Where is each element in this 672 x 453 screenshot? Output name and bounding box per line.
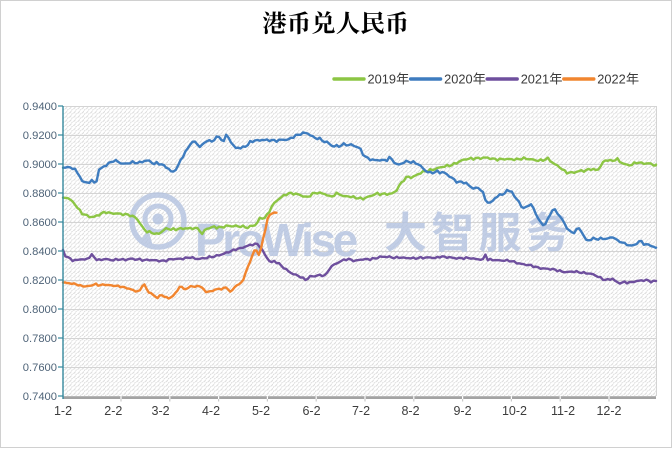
svg-text:3-2: 3-2 <box>152 404 170 418</box>
svg-text:5-2: 5-2 <box>252 404 270 418</box>
svg-text:2019: 2019 <box>368 72 396 87</box>
svg-text:0.8800: 0.8800 <box>23 188 57 200</box>
svg-text:2-2: 2-2 <box>104 404 122 418</box>
svg-text:4-2: 4-2 <box>202 404 220 418</box>
svg-text:7-2: 7-2 <box>352 404 370 418</box>
svg-text:11-2: 11-2 <box>551 404 575 418</box>
svg-text:0.7600: 0.7600 <box>23 362 57 374</box>
svg-text:0.8600: 0.8600 <box>23 217 57 229</box>
svg-text:ProWise: ProWise <box>195 214 358 266</box>
svg-text:12-2: 12-2 <box>596 404 621 418</box>
svg-text:0.8000: 0.8000 <box>23 304 57 316</box>
svg-text:0.9400: 0.9400 <box>23 101 57 113</box>
svg-text:2020: 2020 <box>444 72 472 87</box>
svg-text:8-2: 8-2 <box>401 404 419 418</box>
svg-text:0.8400: 0.8400 <box>23 246 57 258</box>
svg-text:6-2: 6-2 <box>302 404 320 418</box>
svg-text:0.9000: 0.9000 <box>23 159 57 171</box>
svg-text:0.9200: 0.9200 <box>23 130 57 142</box>
svg-text:2021: 2021 <box>521 72 549 87</box>
svg-text:10-2: 10-2 <box>502 404 527 418</box>
svg-text:0.8200: 0.8200 <box>23 275 57 287</box>
svg-text:0.7400: 0.7400 <box>23 391 57 403</box>
svg-text:9-2: 9-2 <box>453 404 471 418</box>
svg-text:2022: 2022 <box>597 72 625 87</box>
svg-text:0.7800: 0.7800 <box>23 333 57 345</box>
svg-text:1-2: 1-2 <box>54 404 72 418</box>
